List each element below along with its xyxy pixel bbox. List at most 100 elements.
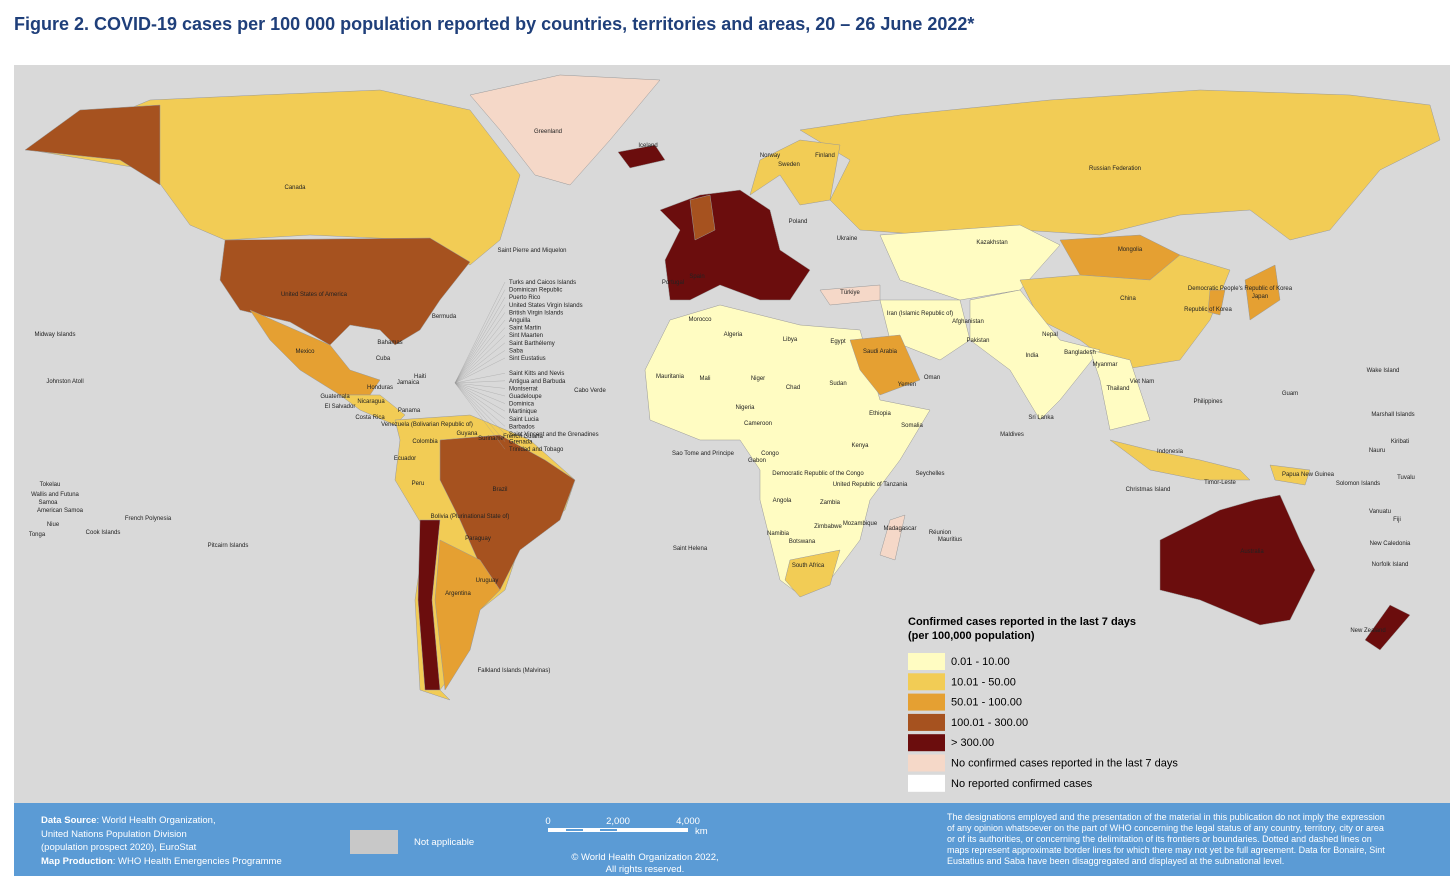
country-label: Wallis and Futuna	[31, 492, 79, 498]
scale-bar	[548, 828, 688, 832]
legend-label: 0.01 - 10.00	[951, 656, 1010, 668]
country-label: Algeria	[724, 332, 743, 338]
country-label: Mexico	[295, 349, 315, 355]
country-label: United States of America	[281, 292, 348, 298]
country-label: Thailand	[1106, 386, 1129, 392]
country-label: Niger	[751, 376, 765, 382]
iceland	[617, 144, 666, 169]
country-label: Colombia	[412, 439, 438, 445]
new-zealand	[1364, 604, 1411, 651]
legend-label: 10.01 - 50.00	[951, 676, 1016, 688]
caribbean-label: Saint Barthélemy	[509, 341, 555, 347]
country-label: Réunion	[929, 530, 951, 536]
country-label: Indonesia	[1157, 449, 1184, 455]
legend-swatch	[908, 713, 945, 731]
caribbean-label: Grenada	[509, 440, 533, 446]
country-label: Bermuda	[432, 314, 457, 320]
country-label: Cabo Verde	[574, 388, 606, 394]
country-label: El Salvador	[325, 404, 356, 410]
caribbean-label: Barbados	[509, 424, 535, 430]
disclaimer: maps represent approximate border lines …	[947, 845, 1385, 855]
country-label: Tuvalu	[1397, 475, 1415, 481]
source-line: : World Health Organization,	[96, 815, 215, 826]
caribbean-label: Antigua and Barbuda	[509, 379, 566, 385]
country-label: Türkiye	[840, 290, 860, 296]
leader-line	[454, 312, 506, 384]
country-label: Pitcairn Islands	[208, 543, 249, 549]
country-label: Cook Islands	[86, 530, 121, 536]
scale-unit: km	[695, 826, 708, 837]
brazil	[439, 434, 576, 591]
country-label: Johnston Atoll	[46, 379, 83, 385]
scale-label: 0	[545, 816, 550, 827]
country-label: Venezuela (Bolivarian Republic of)	[381, 422, 473, 428]
country-label: Kiribati	[1391, 439, 1409, 445]
country-label: Yemen	[898, 382, 916, 388]
uk	[689, 194, 716, 241]
caribbean-label: Turks and Caicos Islands	[509, 280, 576, 286]
country-label: New Zealand	[1350, 628, 1385, 634]
leader-line	[454, 382, 506, 435]
leader-line	[454, 304, 506, 384]
country-label: Paraguay	[465, 536, 491, 542]
country-label: Iran (Islamic Republic of)	[887, 311, 953, 317]
legend-label: No reported confirmed cases	[951, 778, 1093, 790]
country-label: Ethiopia	[869, 411, 891, 417]
caribbean-label: Saba	[509, 348, 524, 354]
country-label: New Caledonia	[1370, 541, 1411, 547]
country-label: Brazil	[492, 487, 507, 493]
country-label: India	[1025, 353, 1039, 359]
not-applicable-swatch	[350, 830, 398, 854]
usa	[219, 237, 471, 346]
leader-line	[454, 297, 506, 384]
caribbean-label: Dominica	[509, 402, 535, 408]
leader-line	[454, 350, 506, 384]
leader-line	[454, 382, 506, 389]
country-label: Niue	[47, 522, 60, 528]
scale-label: 4,000	[676, 816, 700, 827]
country-label: Timor-Leste	[1204, 480, 1236, 486]
country-label: Mongolia	[1118, 247, 1143, 253]
country-label: Poland	[789, 219, 808, 225]
country-label: Haiti	[414, 374, 426, 380]
legend-label: No confirmed cases reported in the last …	[951, 758, 1178, 770]
country-label: Morocco	[688, 317, 712, 323]
copyright: All rights reserved.	[606, 864, 685, 875]
country-label: Portugal	[662, 280, 684, 286]
country-label: Afghanistan	[952, 319, 984, 325]
india	[969, 289, 1101, 421]
alaska	[24, 104, 161, 186]
country-label: Samoa	[38, 500, 58, 506]
country-label: Sri Lanka	[1028, 415, 1054, 421]
china	[1019, 254, 1231, 371]
production-label: Map Production	[41, 856, 113, 867]
caribbean-label: Saint Lucia	[509, 417, 539, 423]
caribbean-label: Puerto Rico	[509, 295, 541, 301]
country-label: Somalia	[901, 423, 923, 429]
country-label: Solomon Islands	[1336, 481, 1380, 487]
argentina	[434, 539, 501, 691]
country-label: French Polynesia	[125, 516, 172, 522]
country-label: Cameroon	[744, 421, 772, 427]
country-label: Panama	[398, 408, 421, 414]
country-label: Saint Pierre and Miquelon	[497, 248, 566, 254]
country-label: Australia	[1240, 549, 1264, 555]
country-label: Chad	[786, 385, 800, 391]
leader-line	[454, 289, 506, 384]
legend-label: > 300.00	[951, 737, 994, 749]
country-label: Saudi Arabia	[863, 349, 898, 355]
footer-text: Data Source: World Health Organization, …	[41, 812, 1385, 875]
map-labels: Greenland Iceland Canada United States of A…	[29, 129, 1415, 674]
caribbean-label: Saint Martin	[509, 326, 541, 332]
country-label: Suriname	[478, 436, 504, 442]
leader-line	[454, 382, 506, 442]
country-label: Nicaragua	[357, 399, 385, 405]
caribbean-label: Sint Maarten	[509, 333, 543, 339]
country-label: Angola	[773, 498, 792, 504]
country-label: Japan	[1252, 294, 1268, 300]
footer	[14, 803, 1450, 876]
country-label: Bangladesh	[1064, 350, 1096, 356]
country-label: Egypt	[830, 339, 846, 345]
country-label: Falkland Islands (Malvinas)	[478, 668, 551, 674]
